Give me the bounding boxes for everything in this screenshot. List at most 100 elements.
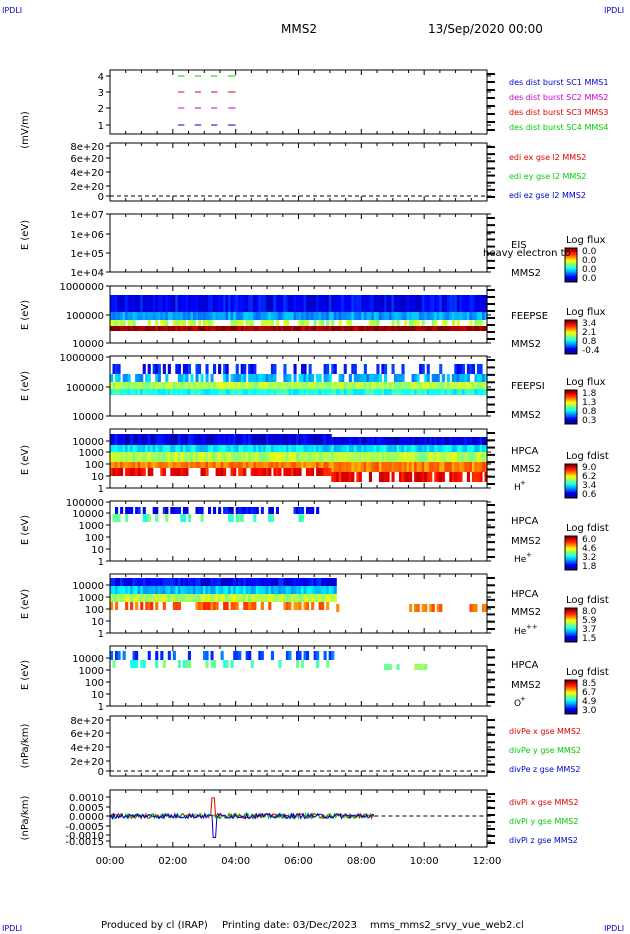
colorbar-title: Log fdist (566, 667, 609, 678)
x-tick-label: 10:00 (410, 856, 439, 867)
colorbar-tick-label: 1.3 (582, 398, 596, 408)
corner-label-br: IPDLI (604, 924, 625, 933)
y-axis-label: E (eV) (20, 371, 31, 401)
species-label: MMS2 (511, 680, 541, 691)
y-tick-label: 2e+20 (70, 757, 104, 768)
y-tick-label: 100 (85, 460, 104, 471)
colorbar-tick-label: 0.0 (582, 274, 597, 284)
colorbar-tick-label: 1.8 (582, 562, 597, 572)
ion-charge: + (520, 479, 526, 487)
x-tick-label: 06:00 (284, 856, 313, 867)
corner-label-tl: IPDLI (2, 6, 23, 15)
ion-charge: + (526, 551, 532, 559)
y-axis-label: E (eV) (20, 515, 31, 545)
colorbar-title: Log fdist (566, 451, 609, 462)
colorbar-tick-label: 0.3 (582, 416, 596, 426)
y-tick-label: 1 (98, 484, 104, 495)
colorbar-tick-label: 4.6 (582, 544, 597, 554)
y-tick-label: 10 (91, 690, 104, 701)
footer-printing-date: Printing date: 03/Dec/2023 (222, 920, 358, 931)
y-tick-label: 1 (98, 557, 104, 568)
y-tick-label: 1e+05 (70, 249, 104, 260)
y-tick-label: 1 (98, 702, 104, 713)
colorbar-tick-label: 3.0 (582, 706, 597, 716)
x-tick-label: 04:00 (221, 856, 250, 867)
ion-label: He (514, 555, 527, 565)
hpca-o-plus-spectrogram (110, 651, 428, 670)
legend-entry: edi ez gse l2 MMS2 (509, 191, 586, 200)
species-label: EIS (511, 240, 527, 251)
y-tick-label: 1000 (79, 521, 104, 532)
species-label: MMS2 (511, 268, 541, 279)
colorbar-tick-label: 6.7 (582, 688, 596, 698)
y-tick-label: -0.0005 (65, 822, 104, 833)
y-axis-label: (mV/m) (20, 111, 31, 149)
legend-entry: divPe x gse MMS2 (509, 727, 581, 736)
species-label: FEEPSE (511, 311, 548, 322)
y-tick-label: 10 (91, 472, 104, 483)
colorbar-tick-label: 2.1 (582, 328, 596, 338)
panel-frame (109, 69, 488, 135)
y-tick-label: 10000 (72, 509, 104, 520)
species-label: MMS2 (511, 536, 541, 547)
y-tick-label: 10000 (72, 654, 104, 665)
colorbar-tick-label: 3.4 (582, 319, 597, 329)
feepsi-spectrogram (110, 364, 488, 395)
y-tick-label: 100000 (66, 311, 104, 322)
colorbar-tick-label: 0.8 (582, 337, 597, 347)
x-tick-label: 02:00 (158, 856, 187, 867)
colorbar-tick-label: 8.5 (582, 679, 596, 689)
colorbar-tick-label: 3.2 (582, 553, 596, 563)
y-tick-label: 1 (98, 121, 104, 132)
y-tick-label: 100 (85, 605, 104, 616)
y-tick-label: 1000 (79, 448, 104, 459)
legend-entry: des dist burst SC2 MMS2 (509, 93, 608, 102)
y-tick-label: 6e+20 (70, 154, 104, 165)
colorbar-tick-label: 6.2 (582, 472, 596, 482)
colorbar-tick-label: 0.0 (582, 247, 597, 257)
y-tick-label: 1000 (79, 666, 104, 677)
panel-frame (109, 715, 488, 777)
colorbar-title: Log fdist (566, 523, 609, 534)
divpi-trace (109, 811, 375, 838)
y-axis-label: E (eV) (20, 660, 31, 690)
footer-producer: Produced by cl (IRAP) (101, 920, 208, 931)
y-tick-label: 4 (98, 72, 104, 83)
colorbar (564, 389, 578, 425)
corner-label-tr: IPDLI (604, 6, 625, 15)
legend-entry: divPi x gse MMS2 (509, 798, 578, 807)
legend-entry: divPi y gse MMS2 (509, 817, 578, 826)
colorbar-tick-label: 1.8 (582, 389, 597, 399)
y-tick-label: 10000 (72, 581, 104, 592)
y-tick-label: 10000 (72, 339, 104, 350)
y-tick-label: 1000000 (59, 353, 104, 364)
colorbar-title: Log flux (566, 235, 606, 246)
colorbar-tick-label: 3.4 (582, 481, 597, 491)
colorbar-title: Log flux (566, 377, 606, 388)
species-label: HPCA (511, 660, 539, 671)
y-tick-label: 100 (85, 678, 104, 689)
species-label: HPCA (511, 516, 539, 527)
ion-label: H (514, 483, 521, 493)
species-label: MMS2 (511, 339, 541, 350)
y-tick-label: 1 (98, 629, 104, 640)
hpca-h-plus-spectrogram (110, 434, 488, 482)
colorbar-tick-label: 0.6 (582, 490, 597, 500)
legend-entry: divPe y gse MMS2 (509, 746, 581, 755)
colorbar-tick-label: 5.9 (582, 616, 597, 626)
y-tick-label: 10 (91, 545, 104, 556)
colorbar-title: Log fdist (566, 595, 609, 606)
species-label: MMS2 (511, 607, 541, 618)
y-tick-label: 0.0005 (69, 803, 104, 814)
y-tick-label: 1000 (79, 593, 104, 604)
colorbar-tick-label: 6.0 (582, 535, 597, 545)
y-tick-label: 2 (98, 104, 104, 115)
colorbar-tick-label: 4.9 (582, 697, 597, 707)
hpca-he-plus-spectrogram (112, 507, 320, 522)
y-tick-label: -0.0010 (65, 831, 104, 842)
y-tick-label: 10000 (72, 412, 104, 423)
y-tick-label: 0 (98, 767, 104, 778)
y-axis-label: (nPa/km) (20, 724, 31, 769)
legend-entry: des dist burst SC1 MMS1 (509, 78, 608, 87)
panel-frame (109, 213, 488, 273)
